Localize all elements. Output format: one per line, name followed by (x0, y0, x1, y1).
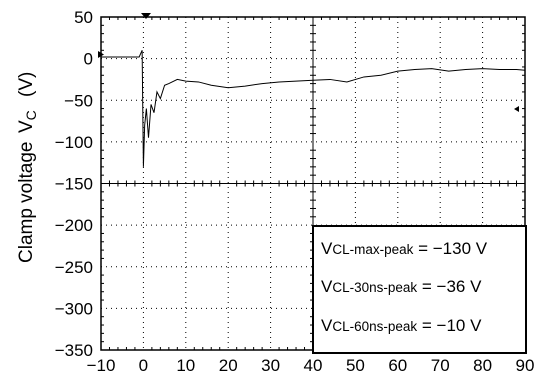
series-line (101, 50, 526, 167)
x-tick-label: 0 (139, 356, 148, 375)
x-tick-label: 90 (516, 356, 535, 375)
y-tick-label: −100 (55, 133, 93, 152)
y-tick-label: −250 (55, 258, 93, 277)
x-tick-label: −10 (87, 356, 116, 375)
y-tick-label: −150 (55, 175, 93, 194)
svg-text:(V): (V) (16, 72, 37, 97)
y-tick-label: −350 (55, 341, 93, 360)
y-tick-label: 50 (74, 8, 93, 27)
annotation-max-peak: VCL-max-peak = −130 V (321, 239, 488, 258)
y-tick-label: −50 (64, 91, 93, 110)
y-axis-label: Clamp voltage VC (V) (16, 72, 39, 263)
x-tick-label: 60 (388, 356, 407, 375)
y-tick-label: −300 (55, 299, 93, 318)
x-tick-label: 10 (176, 356, 195, 375)
x-tick-labels: −10 0 10 20 30 40 50 60 70 80 90 (87, 356, 535, 375)
annotation-60ns-peak: VCL-60ns-peak = −10 V (321, 316, 482, 335)
y-axis-label-main: Clamp voltage (16, 142, 37, 263)
level-marker-right (514, 106, 519, 112)
x-tick-label: 30 (261, 356, 280, 375)
x-tick-label: 40 (304, 356, 323, 375)
x-tick-label: 70 (431, 356, 450, 375)
y-tick-label: −200 (55, 216, 93, 235)
y-axis-label-symbol: V (16, 120, 37, 133)
trigger-marker-top (141, 13, 151, 19)
x-tick-label: 50 (346, 356, 365, 375)
annotation-30ns-peak: VCL-30ns-peak = −36 V (321, 277, 482, 296)
level-marker-left (98, 51, 104, 58)
y-tick-labels: 50 0 −50 −100 −150 −200 −250 −300 −350 (55, 8, 93, 360)
svg-text:VC: VC (16, 110, 39, 133)
annotation-box: VCL-max-peak = −130 V VCL-30ns-peak = −3… (312, 225, 527, 354)
svg-text:Clamp voltage: Clamp voltage (16, 142, 37, 263)
x-tick-label: 20 (219, 356, 238, 375)
y-axis-label-unit: (V) (16, 72, 37, 97)
y-axis-label-subscript: C (23, 110, 39, 120)
y-tick-label: 0 (84, 50, 93, 69)
x-tick-label: 80 (473, 356, 492, 375)
